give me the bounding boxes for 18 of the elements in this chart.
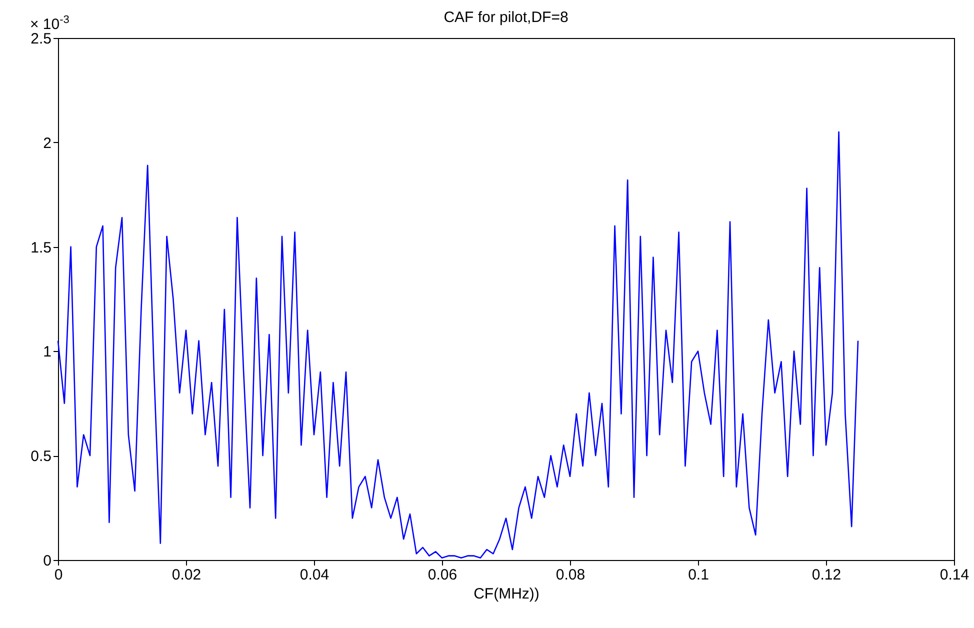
x-tick-label: 0.14 [940,566,970,584]
x-tick-label: 0.02 [172,566,202,584]
y-tick-label: 2.5 [30,30,52,48]
x-tick-label: 0.06 [428,566,458,584]
x-axis-title: CF(MHz)) [474,586,540,602]
y-tick-label: 1.5 [30,239,52,256]
x-tick-label: 0.04 [300,566,330,584]
y-tick-label: 0 [43,552,52,570]
y-tick-label: 2 [43,134,52,152]
x-tick-label: 0.12 [812,566,842,584]
text: × 10$^{-3}$ [30,14,70,33]
y-tick-label: 0.5 [30,448,52,466]
x-tick-label: 0.08 [556,566,586,584]
x-tick-label: 0 [54,566,63,584]
x-tick-label: 0.1 [688,566,709,584]
chart-title: CAF for pilot,DF=8 [444,9,568,26]
line-series [57,131,859,559]
y-tick-label: 1 [43,344,52,361]
